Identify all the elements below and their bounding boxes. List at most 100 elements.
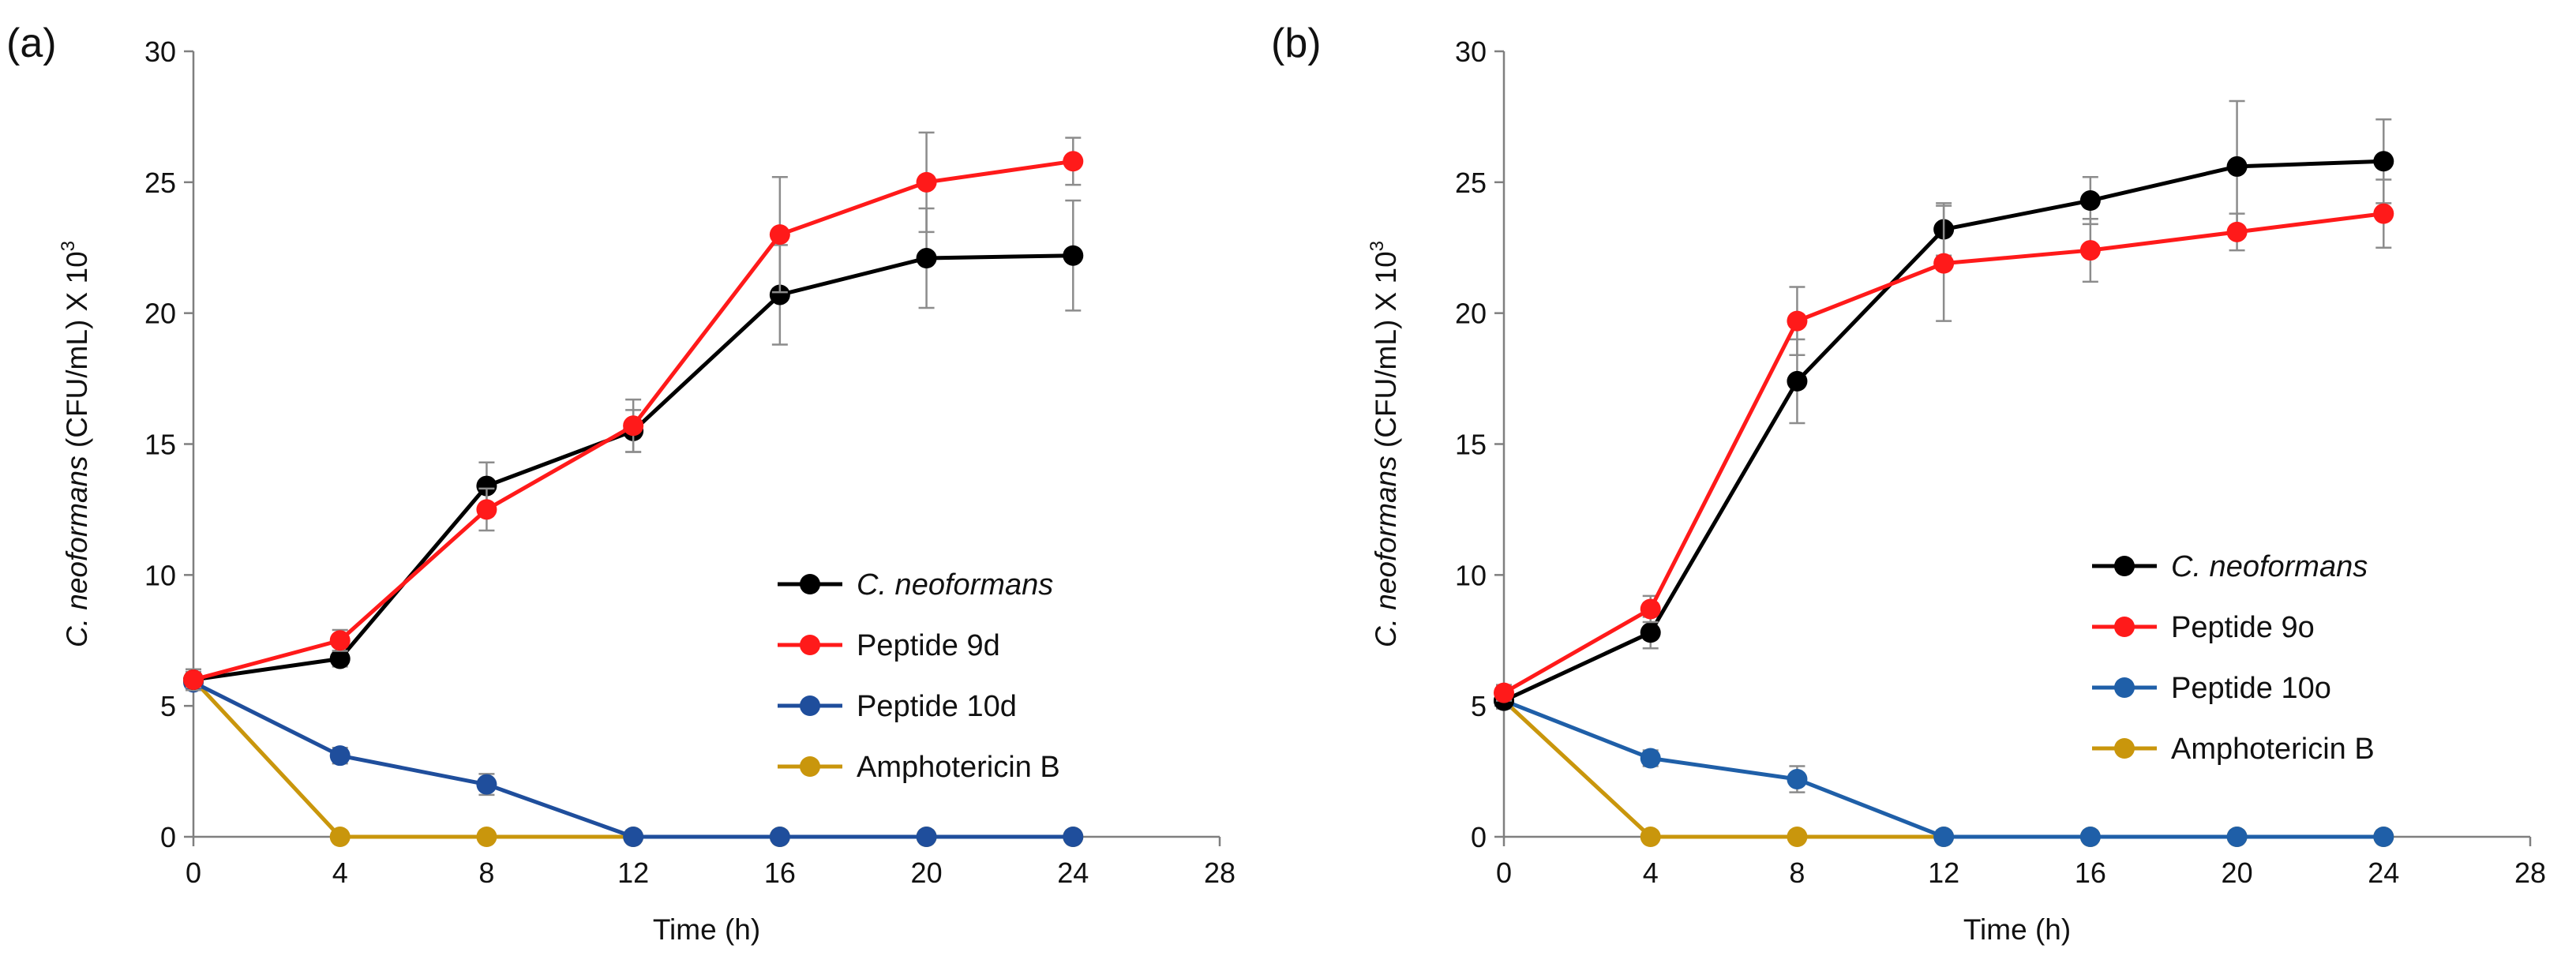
- y-tick-label: 15: [144, 429, 176, 461]
- series-peptide-10o: [1494, 690, 2394, 847]
- data-point: [769, 224, 790, 246]
- data-point: [1640, 748, 1661, 769]
- series-line: [1502, 699, 2384, 839]
- data-point: [476, 475, 497, 497]
- data-point: [329, 827, 351, 847]
- panel-label: (b): [1271, 21, 1322, 66]
- x-tick-label: 4: [332, 857, 348, 889]
- legend-item-amphotericin-b: Amphotericin B: [778, 751, 1060, 784]
- x-tick-label: 16: [764, 857, 796, 889]
- legend-swatch-marker: [800, 635, 820, 655]
- panel-label: (a): [6, 21, 57, 66]
- legend-label: Peptide 10d: [857, 690, 1017, 723]
- data-point: [1933, 827, 1955, 847]
- data-point: [476, 499, 497, 520]
- data-point: [2226, 827, 2248, 847]
- legend-item-c-neoformans: C. neoformans: [2092, 550, 2368, 583]
- data-point: [1787, 827, 1808, 847]
- data-point: [2079, 190, 2101, 212]
- y-tick-label: 0: [160, 821, 176, 853]
- data-point: [1787, 769, 1808, 790]
- data-point: [2079, 827, 2101, 847]
- y-tick-label: 20: [1455, 298, 1487, 330]
- data-point: [476, 774, 497, 795]
- y-axis-title-rest: (CFU/mL) X 10: [1370, 251, 1402, 456]
- legend-label: Peptide 9o: [2171, 611, 2315, 644]
- data-point: [623, 415, 644, 437]
- x-tick-label: 16: [2075, 857, 2106, 889]
- x-tick-label: 8: [478, 857, 494, 889]
- x-axis-title: Time (h): [653, 913, 760, 946]
- legend-item-peptide-10o: Peptide 10o: [2092, 672, 2331, 705]
- legend: C. neoformans Peptide 9o Peptide 10o Amphot…: [2092, 550, 2375, 766]
- data-point: [1787, 310, 1808, 332]
- data-point: [1494, 682, 1514, 703]
- y-tick-label: 30: [144, 36, 176, 68]
- x-tick-label: 8: [1789, 857, 1805, 889]
- x-tick-label: 0: [1496, 857, 1512, 889]
- x-tick-label: 28: [2514, 857, 2546, 889]
- chart-panel-a: (a) 0 5 10 15 20 25 30 0 4 8 12 16 20 24 28 Time (h) C. n…: [6, 21, 1236, 946]
- y-tick-label: 30: [1455, 36, 1487, 68]
- data-point: [916, 171, 937, 193]
- x-axis-title: Time (h): [1963, 913, 2071, 946]
- legend-label: Amphotericin B: [857, 751, 1060, 784]
- data-point: [769, 284, 790, 306]
- data-point: [1640, 827, 1661, 847]
- data-point: [2226, 221, 2248, 242]
- data-point: [1063, 151, 1084, 172]
- data-point: [769, 827, 790, 847]
- data-point: [1640, 598, 1661, 620]
- data-point: [1933, 253, 1955, 274]
- legend-label: Amphotericin B: [2171, 733, 2375, 766]
- legend-label: Peptide 9d: [857, 629, 1000, 662]
- legend-swatch-marker: [2114, 738, 2135, 759]
- legend-item-peptide-10d: Peptide 10d: [778, 690, 1017, 723]
- data-point: [1063, 245, 1084, 266]
- data-point: [2373, 151, 2394, 172]
- legend-item-c-neoformans: C. neoformans: [778, 568, 1053, 602]
- data-point: [329, 630, 351, 651]
- x-tick-label: 20: [911, 857, 943, 889]
- legend-swatch-marker: [800, 756, 820, 777]
- x-tick-label: 4: [1643, 857, 1659, 889]
- legend-item-amphotericin-b: Amphotericin B: [2092, 733, 2375, 766]
- chart-panel-b: (b) 0 5 10 15 20 25 30 0 4 8 12 16 20 24 28 Time (h) C. n…: [1271, 21, 2546, 946]
- x-tick-label: 12: [617, 857, 649, 889]
- y-tick-label: 15: [1455, 429, 1487, 461]
- data-point: [1640, 622, 1661, 643]
- y-tick-label: 20: [144, 298, 176, 330]
- legend-swatch-marker: [2114, 677, 2135, 698]
- x-tick-label: 20: [2222, 857, 2253, 889]
- y-axis-title-italic: C. neoformans: [1370, 456, 1402, 647]
- y-tick-label: 0: [1471, 821, 1487, 853]
- y-tick-label: 5: [160, 690, 176, 722]
- x-tick-label: 28: [1204, 857, 1236, 889]
- data-point: [1063, 827, 1084, 847]
- x-tick-label: 0: [186, 857, 201, 889]
- data-point: [1787, 370, 1808, 392]
- y-tick-label: 10: [144, 559, 176, 591]
- y-tick-label: 5: [1471, 690, 1487, 722]
- data-point: [2373, 203, 2394, 224]
- legend-swatch-marker: [800, 695, 820, 716]
- y-tick-label: 25: [144, 167, 176, 199]
- data-point: [476, 827, 497, 847]
- legend-label: C. neoformans: [857, 568, 1053, 602]
- y-axis-title-superscript: 3: [1367, 241, 1388, 251]
- data-point: [329, 745, 351, 767]
- legend-item-peptide-9d: Peptide 9d: [778, 629, 1000, 662]
- data-point: [329, 648, 351, 669]
- y-axis-title-italic: C. neoformans: [61, 456, 93, 647]
- legend-label: C. neoformans: [2171, 550, 2368, 583]
- series-line: [1503, 699, 2384, 839]
- data-point: [2373, 827, 2394, 847]
- data-point: [2079, 240, 2101, 261]
- y-axis-title: C. neoformans (CFU/mL) X 103: [58, 241, 93, 647]
- y-axis-title: C. neoformans (CFU/mL) X 103: [1367, 241, 1402, 647]
- data-point: [916, 248, 937, 269]
- x-tick-label: 24: [1057, 857, 1089, 889]
- data-point: [916, 827, 937, 847]
- legend-swatch-marker: [800, 574, 820, 594]
- y-tick-label: 10: [1455, 559, 1487, 591]
